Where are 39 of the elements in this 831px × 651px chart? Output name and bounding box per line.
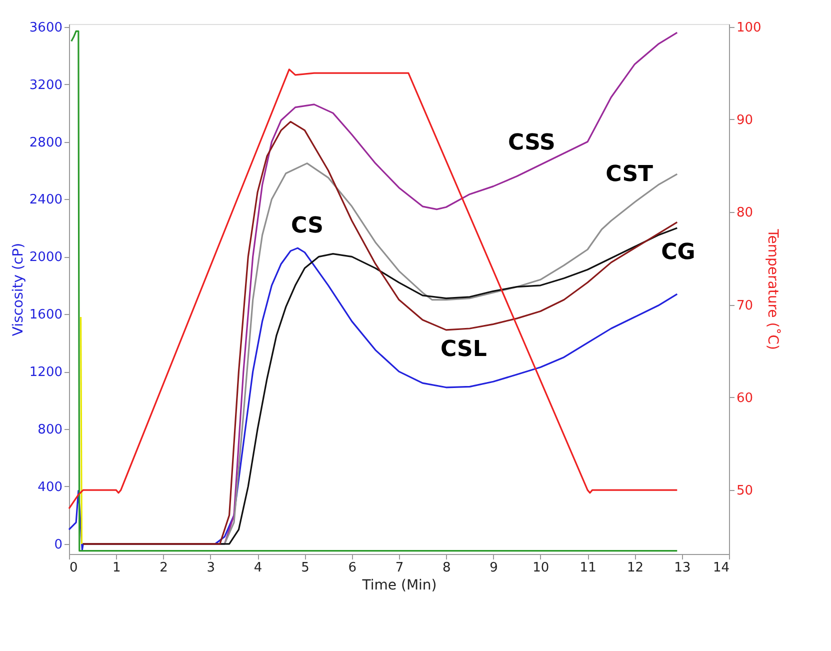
annotation: CG: [661, 240, 696, 265]
y-tick-label: 3600: [29, 20, 62, 36]
x-tick-label: 11: [580, 560, 596, 576]
y2-tick-label: 90: [736, 112, 754, 128]
annotation: CS: [291, 213, 324, 238]
x-axis-title: Time (Min): [361, 578, 437, 594]
y-tick-label: 1200: [29, 365, 62, 380]
x-tick-label: 3: [206, 560, 216, 576]
x-tick-label: 12: [626, 560, 644, 576]
x-tick-label: 2: [160, 560, 168, 576]
x-tick-label: 7: [395, 560, 404, 576]
y2-axis-title: Temperature (˚C): [764, 228, 782, 350]
y-axis-title: Viscosity (cP): [10, 242, 26, 336]
y-tick-label: 1600: [29, 308, 62, 323]
x-tick-label: 10: [532, 560, 550, 576]
y-tick-label: 2000: [29, 250, 62, 266]
x-tick-label: 8: [442, 560, 451, 576]
x-tick-label: 13: [674, 560, 691, 576]
y2-tick-label: 70: [736, 298, 754, 314]
y2-tick-label: 100: [736, 20, 762, 36]
x-tick-label: 0: [70, 560, 78, 576]
y2-tick-label: 80: [736, 206, 754, 221]
x-tick-label: 1: [112, 560, 121, 576]
x-tick-label: 9: [490, 560, 498, 576]
x-tick-label: 6: [348, 560, 356, 576]
annotation: CST: [606, 162, 654, 187]
y-tick-label: 2400: [29, 192, 62, 208]
annotation: CSL: [440, 336, 487, 362]
y-tick-label: 3200: [29, 78, 62, 93]
annotation: CSS: [508, 130, 556, 156]
y2-tick-label: 50: [736, 484, 754, 499]
x-tick-label: 5: [301, 560, 310, 576]
y-tick-label: 2800: [29, 135, 62, 150]
x-tick-label: 14: [712, 560, 730, 576]
y-tick-label: 0: [54, 537, 62, 552]
y-tick-label: 800: [38, 422, 62, 438]
y2-tick-label: 60: [736, 390, 754, 406]
x-tick-label: 4: [254, 560, 262, 576]
y-tick-label: 400: [38, 480, 62, 495]
